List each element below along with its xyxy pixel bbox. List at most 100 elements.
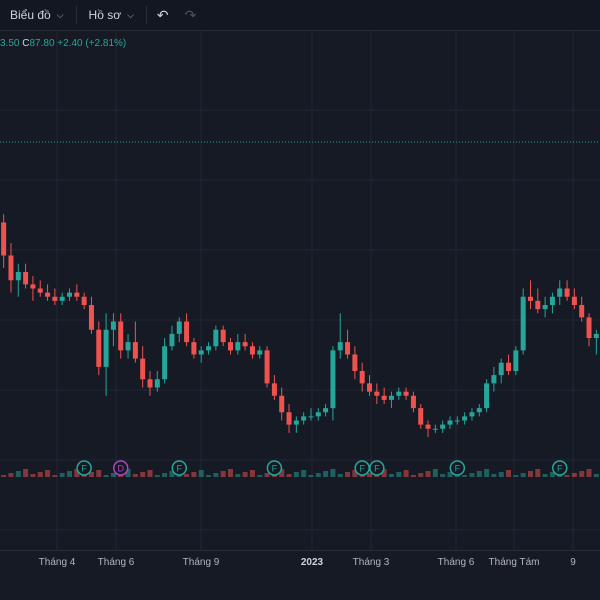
volume-bar [381,469,387,477]
candle [264,346,270,388]
candle [586,313,592,347]
candle [147,371,153,396]
dividend-marker[interactable]: D [112,460,129,476]
candle-body [396,391,402,396]
candle [425,420,431,437]
volume-bar [198,470,204,477]
candle [557,280,563,305]
volume-bar [549,472,555,477]
candle-body [381,395,387,400]
volume-bar [125,469,131,477]
profile-menu-button[interactable]: Hồ sơ ⌵ [79,0,144,30]
candle-body [484,383,490,409]
change-value: +2.40 [57,38,83,49]
candle-body [220,329,226,343]
redo-icon[interactable]: ↷ [184,6,197,23]
candle-body [315,412,321,417]
candle [330,346,336,421]
candle-body [249,346,255,355]
candle-body [81,296,87,305]
volume-bar [242,472,248,477]
financials-marker[interactable]: F [76,460,92,476]
candle-body [206,346,212,351]
volume-bar [476,471,482,477]
candle-body [45,292,51,297]
volume-bar [432,469,438,477]
volume-bar [440,474,446,477]
ohlc-legend: 3.50 C87.80 +2.40 (+2.81%) [0,38,126,49]
candle-body [118,321,124,351]
candle [293,416,299,433]
chart-menu-button[interactable]: Biểu đồ ⌵ [0,0,74,30]
volume-bar [469,473,475,477]
volume-bar [535,469,541,477]
candle-body [301,416,307,421]
volume-bar [513,475,519,477]
candle-body [1,222,7,256]
candle-body [352,354,358,371]
candle [227,338,233,355]
candle-body [67,292,73,297]
candle-body [176,321,182,334]
candle [103,313,109,396]
candle [23,263,29,289]
time-axis[interactable]: Tháng 4 Tháng 6 Tháng 9 2023 Tháng 3 Tháng 6 T… [0,550,600,573]
candle-body [367,383,373,392]
candle-body [147,379,153,388]
candle-body [337,342,343,351]
time-axis-label: Tháng Tám [488,557,540,568]
marker-label: F [455,464,461,474]
volume-bar [162,473,168,477]
candle-body [52,296,58,301]
volume-bar [235,474,241,477]
toolbar-divider [75,6,77,24]
candle-body [110,321,116,330]
volume-bar [447,472,453,477]
financials-marker[interactable]: F [369,460,385,476]
financials-marker[interactable]: F [354,460,370,476]
candle-body [535,300,541,310]
volume-bar [520,473,526,477]
candles [1,214,599,437]
candle-body [184,321,190,343]
candle-body [586,317,592,338]
candle-body [593,333,599,338]
volume-bar [206,475,212,477]
financials-marker[interactable]: F [266,460,283,476]
candle [184,313,190,347]
candle-body [132,342,138,359]
candle-body [557,288,563,297]
candle-body [440,424,446,429]
volume-bar [1,475,7,477]
candle [59,292,65,305]
financials-marker[interactable]: F [449,460,466,476]
time-axis-label: Tháng 3 [352,557,390,568]
volume-bar [308,475,314,477]
candle-body [374,391,380,396]
financials-marker[interactable]: F [552,460,568,476]
candle-body [15,272,21,281]
candle [162,338,168,384]
undo-icon[interactable]: ↶ [156,6,169,23]
candle [579,296,585,322]
candle [410,391,416,413]
candle [388,391,394,409]
candle-body [308,416,314,418]
candle-body [169,333,175,347]
change-percent: (+2.81%) [85,38,127,49]
candle [1,214,7,268]
volume-bar [227,469,233,477]
candle-body [491,375,497,384]
time-axis-label: Tháng 6 [437,557,475,568]
candle [418,404,424,429]
candle-body [103,329,109,367]
marker-circle [552,460,568,476]
volume-bar [542,474,548,477]
candle [396,387,402,400]
candle-body [242,342,248,347]
volume-bar [191,472,197,477]
candle-body [542,305,548,310]
financials-marker[interactable]: F [171,460,188,476]
volume-bar [586,469,592,477]
